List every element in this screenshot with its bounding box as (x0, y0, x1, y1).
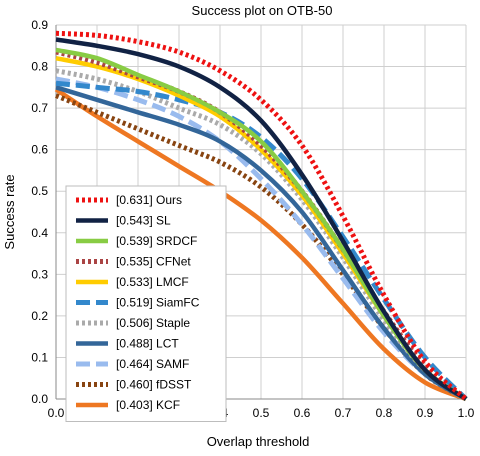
x-tick-label: 1.0 (458, 406, 475, 420)
legend-entry-label: [0.488] LCT (116, 337, 179, 351)
legend-entry-label: [0.543] SL (116, 214, 171, 228)
chart-title: Success plot on OTB-50 (192, 3, 333, 18)
series-line-0 (55, 30, 468, 401)
legend: [0.631] Ours [0.543] SL [0.539] SRDCF [0.53… (65, 185, 227, 422)
series-lines (54, 30, 468, 402)
y-axis-label: Success rate (2, 174, 17, 249)
y-tick-label: 0.1 (31, 350, 48, 364)
legend-entry-label: [0.539] SRDCF (116, 234, 197, 248)
legend-entry-label: [0.631] Ours (116, 193, 182, 207)
y-tick-label: 0.8 (31, 60, 48, 74)
legend-entry-label: [0.535] CFNet (116, 255, 191, 269)
x-axis-label: Overlap threshold (207, 434, 310, 449)
y-tick-label: 0.5 (31, 184, 48, 198)
legend-entry-label: [0.533] LMCF (116, 275, 189, 289)
y-tick-label: 0.2 (31, 309, 48, 323)
y-tick-label: 0.9 (31, 18, 48, 32)
y-tick-label: 0.3 (31, 267, 48, 281)
legend-entry-label: [0.464] SAMF (116, 357, 189, 371)
legend-box (65, 185, 227, 422)
y-tick-label: 0.7 (31, 101, 48, 115)
y-tick-label: 0.6 (31, 143, 48, 157)
series-line-1 (55, 37, 468, 401)
x-tick-label: 0.8 (376, 406, 393, 420)
legend-entry-label: [0.403] KCF (116, 398, 180, 412)
y-tick-label: 0.0 (31, 392, 48, 406)
y-tick-labels: 0.0 0.1 0.2 0.3 0.4 0.5 0.6 0.7 0.8 0.9 (31, 18, 48, 406)
x-tick-label: 0.5 (253, 406, 270, 420)
legend-entry-label: [0.506] Staple (116, 316, 190, 330)
x-tick-label: 0.7 (335, 406, 352, 420)
series-line-7 (55, 85, 468, 401)
y-tick-label: 0.4 (31, 226, 48, 240)
series-line-5 (55, 80, 468, 401)
legend-entry-label: [0.460] fDSST (116, 378, 192, 392)
x-tick-label: 0.6 (294, 406, 311, 420)
series-line-10 (54, 87, 467, 402)
x-tick-label: 0.9 (417, 406, 434, 420)
legend-entry-label: [0.519] SiamFC (116, 296, 200, 310)
x-tick-label: 0.0 (48, 406, 65, 420)
